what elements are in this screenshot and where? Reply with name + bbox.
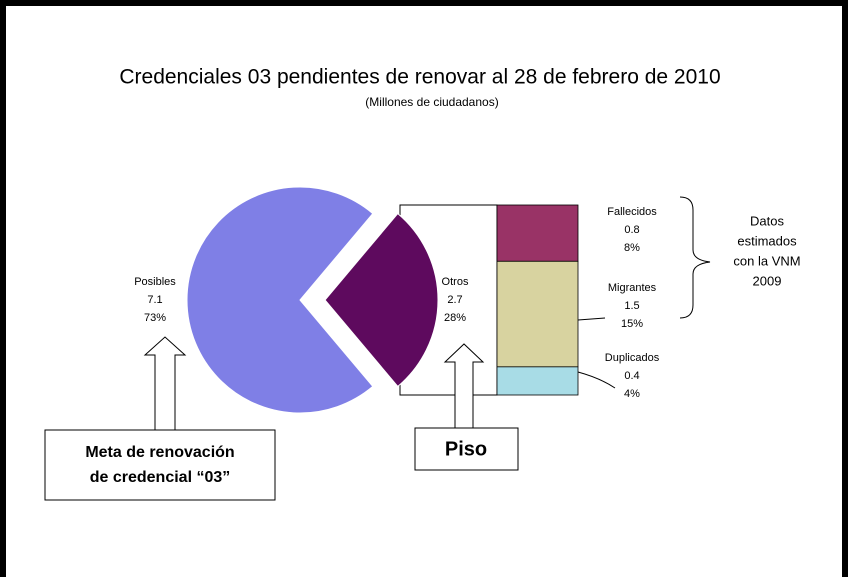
bar-percent: 4% <box>624 388 640 400</box>
bar-segment <box>496 204 579 262</box>
callout: Piso <box>445 438 487 460</box>
annotation: estimados <box>737 233 797 248</box>
bar-value: 1.5 <box>624 300 639 312</box>
annotation: Datos <box>750 213 784 228</box>
arrow <box>443 343 485 429</box>
bar-value: 0.8 <box>624 224 639 236</box>
chart-title: Credenciales 03 pendientes de renovar al… <box>119 66 720 89</box>
bar-percent: 15% <box>621 318 643 330</box>
brace <box>679 196 711 319</box>
callout: de credencial “03” <box>90 469 231 486</box>
bar-value: 0.4 <box>624 370 639 382</box>
bar-label: Fallecidos <box>607 206 657 218</box>
bar-label: Migrantes <box>608 282 657 294</box>
pie-slice <box>186 186 374 414</box>
callout-box <box>44 429 276 501</box>
bar-label: Duplicados <box>605 352 660 364</box>
bar-segment <box>496 260 579 368</box>
leader-line <box>577 317 606 321</box>
slice-value: 2.7 <box>447 294 462 306</box>
slice-percent: 73% <box>144 312 166 324</box>
annotation: con la VNM <box>733 253 800 268</box>
arrow <box>143 336 187 431</box>
slice-percent: 28% <box>444 312 466 324</box>
callout-box <box>414 427 519 471</box>
slice-label: Otros <box>442 276 469 288</box>
slice-label: Posibles <box>134 276 176 288</box>
bar-percent: 8% <box>624 242 640 254</box>
annotation: 2009 <box>753 273 782 288</box>
bar-segment <box>496 366 579 396</box>
leader-line <box>577 371 616 389</box>
slice-value: 7.1 <box>147 294 162 306</box>
callout: Meta de renovación <box>85 444 234 461</box>
chart-subtitle: (Millones de ciudadanos) <box>365 95 498 109</box>
pie-slice <box>324 212 439 388</box>
